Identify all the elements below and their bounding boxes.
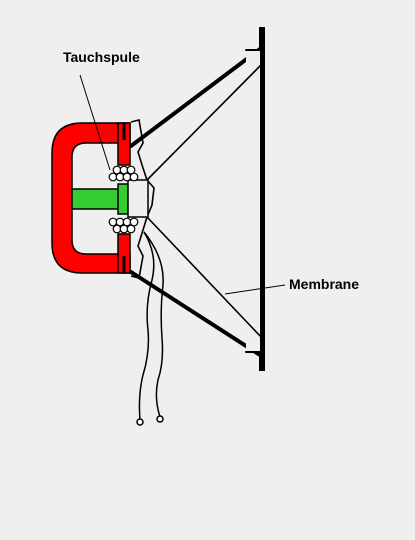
pole-core [71,188,121,210]
lead-wires [136,231,164,426]
magnet-body [51,122,131,274]
speaker-basket [129,27,265,371]
membrane-label: Membrane [289,276,360,292]
lead-wire-right [143,231,164,418]
basket-lower-edge [129,270,262,357]
cone-lower [146,216,263,339]
lead-terminal-left [136,418,144,426]
dust-cap [146,179,155,218]
lead-wire-left [138,231,155,421]
membrane-cone [130,63,263,339]
spider-upper [130,119,148,181]
coil-wire [129,172,139,182]
pole-piece [71,183,129,215]
basket-upper-edge [129,47,262,148]
cone-upper [146,63,263,181]
coil-wire [126,224,136,234]
membrane-leader [224,284,286,295]
pole-head [117,183,129,215]
lead-terminal-right [156,415,164,423]
spider-lower [130,216,148,279]
voice-coil-label: Tauchspule [63,49,140,65]
magnet [51,122,131,274]
voice-coil-windings [108,165,139,234]
coil-former [127,179,149,218]
voice-coil-leader [79,74,111,171]
